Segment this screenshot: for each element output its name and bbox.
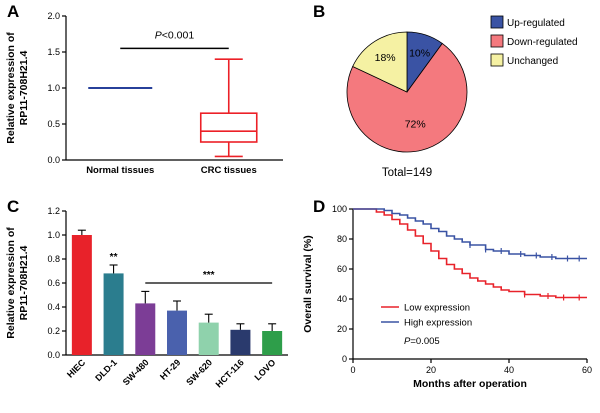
y-tick-label: 1.0 xyxy=(47,83,60,93)
legend-label: Up-regulated xyxy=(507,18,565,29)
y-tick-label: 80 xyxy=(337,234,347,244)
category-label: CRC tissues xyxy=(201,165,257,176)
panel-b: B 10% 72% 18% Up-regulated Down-regulated Unc… xyxy=(295,0,600,195)
panel-a-label: A xyxy=(7,2,20,21)
km-overall-survival: 0 20 40 60 80 100 0 20 40 60 Low expression High ex… xyxy=(302,204,592,390)
category-label: SW-620 xyxy=(184,357,214,387)
y-tick-label: 2.0 xyxy=(47,11,60,21)
crc-box-whisker xyxy=(199,58,258,158)
category-label: SW-480 xyxy=(121,357,151,387)
y-tick-label: 0.4 xyxy=(47,302,60,312)
significance-stars: *** xyxy=(203,270,215,281)
pie-slice-unchanged xyxy=(352,31,408,93)
category-label: Normal tissues xyxy=(86,165,154,176)
x-tick-label: 20 xyxy=(426,365,436,375)
y-tick-label: 60 xyxy=(337,264,347,274)
bar-lovo xyxy=(262,331,283,355)
y-tick-label: 1.5 xyxy=(47,47,60,57)
x-tick-label: 0 xyxy=(350,365,355,375)
pie-regulation-distribution: 10% 72% 18% Up-regulated Down-regulated Uncha… xyxy=(346,15,578,179)
significance-stars: ** xyxy=(110,252,118,263)
y-tick-label: 20 xyxy=(337,324,347,334)
y-tick-label: 0.2 xyxy=(47,326,60,336)
km-curve-high-expression xyxy=(353,208,587,260)
y-tick-label: 40 xyxy=(337,294,347,304)
y-tick-label: 0 xyxy=(342,354,347,364)
bar-sw-480 xyxy=(135,303,156,355)
y-tick-label: 1.2 xyxy=(47,206,60,216)
y-tick-label: 0.8 xyxy=(47,254,60,264)
bar-dld-1 xyxy=(103,273,124,355)
panel-d-label: D xyxy=(313,197,326,216)
boxplot-tissue-expression: 0.0 0.5 1.0 1.5 2.0 Normal tissues CRC tissues… xyxy=(5,11,283,176)
x-axis-label: Months after operation xyxy=(413,378,527,390)
panel-b-label: B xyxy=(313,2,326,21)
bar-hiec xyxy=(71,235,92,355)
legend-label: Low expression xyxy=(404,303,470,314)
y-axis-label: Relative expression of xyxy=(5,227,17,339)
y-tick-label: 0.6 xyxy=(47,278,60,288)
y-tick-label: 0.0 xyxy=(47,155,60,165)
x-tick-label: 40 xyxy=(504,365,514,375)
pie-slice-down-regulated xyxy=(346,42,468,153)
bar-sw-620 xyxy=(198,322,219,355)
panel-d: D 0 20 40 60 80 100 0 20 40 60 Low expression High … xyxy=(295,195,600,413)
pie-caption: Total=149 xyxy=(382,167,432,179)
y-axis-label: RP11-708H21.4 xyxy=(18,50,30,125)
bar-ht-29 xyxy=(167,310,187,355)
category-label: HCT-116 xyxy=(214,357,246,389)
pie-percent-label: 18% xyxy=(375,52,396,64)
panel-c-label: C xyxy=(7,197,20,216)
bar-cellline-expression: 0.0 0.2 0.4 0.6 0.8 1.0 1.2 HIEC DLD-1 SW-480 HT-2… xyxy=(5,206,288,390)
category-label: HIEC xyxy=(65,357,88,380)
legend-swatch-up-regulated xyxy=(490,15,504,29)
legend-swatch-down-regulated xyxy=(490,34,504,48)
legend-label: Unchanged xyxy=(507,56,558,67)
category-label: HT-29 xyxy=(158,357,182,381)
y-tick-label: 100 xyxy=(332,204,347,214)
y-tick-label: 0.5 xyxy=(47,119,60,129)
y-tick-label: 1.0 xyxy=(47,230,60,240)
bar-hct-116 xyxy=(230,329,251,355)
p-value-label: P<0.001 xyxy=(155,29,195,41)
panel-a: A 0.0 0.5 1.0 1.5 2.0 Normal tissues CRC tissu… xyxy=(0,0,295,195)
y-axis-label: Relative expression of xyxy=(5,32,17,144)
pie-percent-label: 72% xyxy=(405,118,426,130)
pie-percent-label: 10% xyxy=(409,48,430,60)
km-curve-low-expression xyxy=(353,208,587,299)
panel-c: C 0.0 0.2 0.4 0.6 0.8 1.0 1.2 HIEC DLD-1 SW-480 HT… xyxy=(0,195,295,413)
legend-swatch-unchanged xyxy=(490,53,504,67)
y-axis-label: Overall survival (%) xyxy=(302,235,314,332)
y-axis-label: RP11-708H21.4 xyxy=(18,245,30,320)
p-value-label: P=0.005 xyxy=(404,336,440,347)
category-label: LOVO xyxy=(252,357,277,382)
legend-label: Down-regulated xyxy=(507,37,578,48)
category-label: DLD-1 xyxy=(93,357,119,383)
x-tick-label: 60 xyxy=(582,365,592,375)
legend-label: High expression xyxy=(404,318,472,329)
y-tick-label: 0.0 xyxy=(47,350,60,360)
